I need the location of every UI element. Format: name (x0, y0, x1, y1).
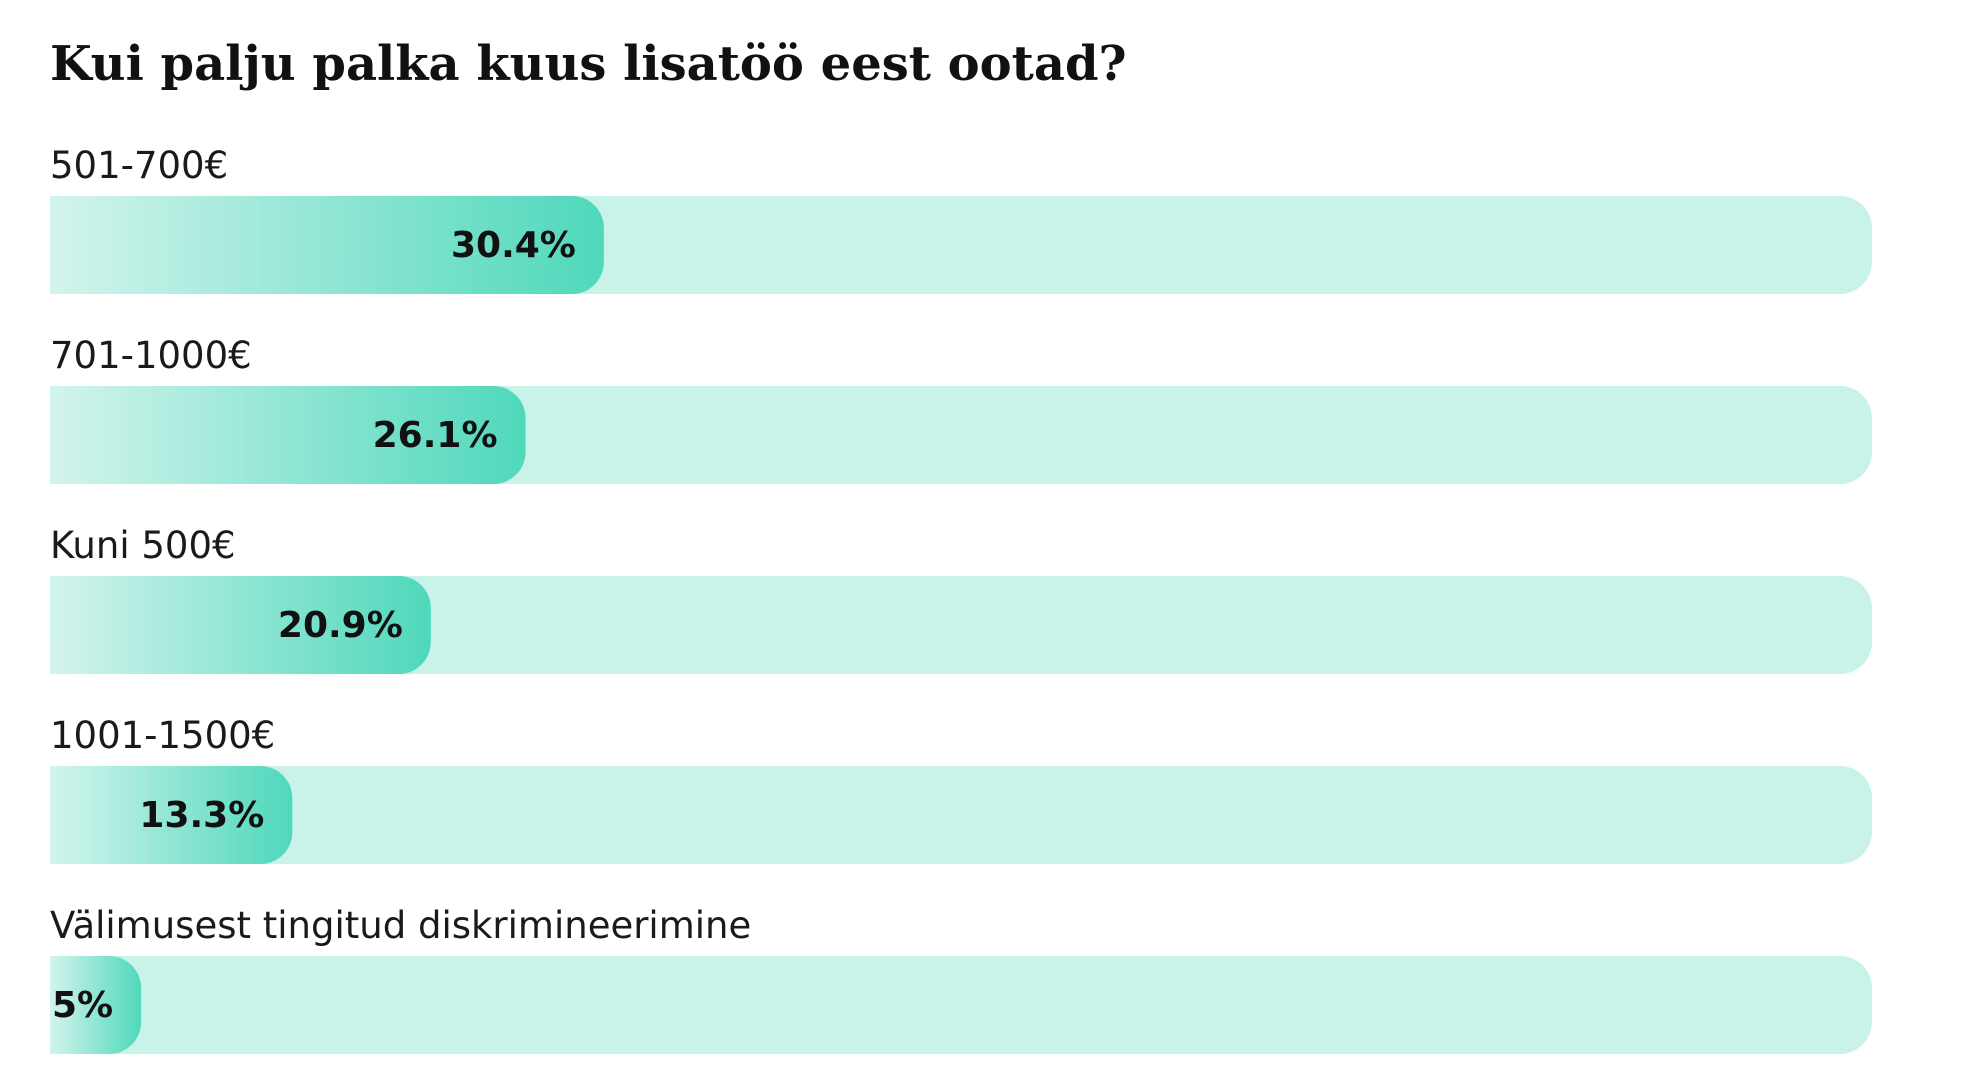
value-label: 30.4% (451, 225, 576, 266)
bar-track (50, 956, 1872, 1054)
bar (50, 956, 142, 1054)
category-label: 1001-1500€ (50, 714, 275, 757)
bar (50, 766, 293, 864)
category-label: 701-1000€ (50, 334, 252, 377)
bar (50, 196, 604, 294)
category-label: 501-700€ (50, 144, 228, 187)
chart-title: Kui palju palka kuus lisatöö eest ootad? (50, 36, 1127, 92)
bar-track (50, 766, 1872, 864)
bar (50, 576, 431, 674)
value-label: 20.9% (278, 605, 403, 646)
value-label: 5% (52, 985, 113, 1026)
category-label: Kuni 500€ (50, 524, 236, 567)
value-label: 13.3% (139, 795, 264, 836)
bar-track (50, 576, 1872, 674)
value-label: 26.1% (373, 415, 498, 456)
bar (50, 386, 526, 484)
category-label: Välimusest tingitud diskrimineerimine (50, 904, 751, 947)
